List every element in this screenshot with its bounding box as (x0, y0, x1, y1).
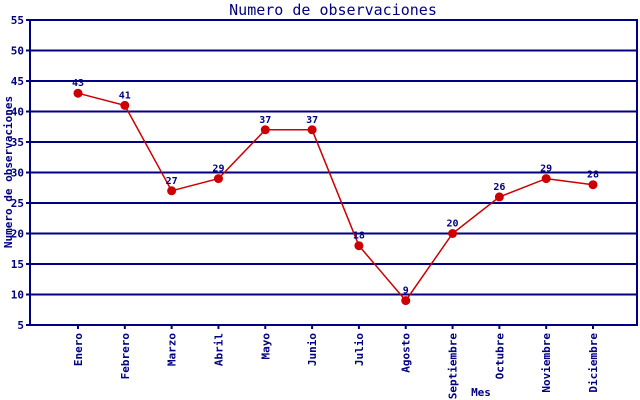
y-tick-labels: 5 10 15 20 25 30 35 40 45 50 55 (11, 14, 24, 332)
data-point-marzo (167, 186, 177, 196)
y-tick-label: 50 (11, 45, 24, 58)
data-point-value: 41 (119, 90, 131, 101)
x-tick-labels: Enero Febrero Marzo Abril Mayo Junio Julio Agos… (72, 333, 600, 400)
data-point-value: 29 (212, 164, 224, 175)
x-tick-label-febrero: Febrero (119, 333, 132, 380)
x-axis-title: Mes (471, 386, 491, 399)
y-tick-label: 20 (11, 228, 24, 241)
data-point-noviembre (541, 174, 551, 184)
y-tick-label: 10 (11, 289, 24, 302)
data-series-line (77, 92, 594, 302)
data-point-value: 37 (259, 115, 271, 126)
data-point-value: 28 (587, 170, 599, 181)
x-tick-label-abril: Abril (212, 333, 225, 366)
gridlines (30, 49, 637, 296)
data-point-value: 18 (353, 231, 365, 242)
data-point-value: 43 (72, 78, 84, 89)
y-tick-label: 45 (11, 75, 24, 88)
series-polyline (77, 92, 594, 302)
axis-ticks (26, 19, 594, 329)
data-point-value: 27 (166, 176, 178, 187)
x-tick-label-agosto: Agosto (400, 333, 413, 373)
y-tick-label: 25 (11, 197, 24, 210)
x-tick-label-marzo: Marzo (166, 333, 179, 366)
y-tick-label: 30 (11, 167, 24, 180)
data-point-value: 37 (306, 115, 318, 126)
data-point-junio (307, 125, 317, 135)
data-point-value: 26 (493, 182, 505, 193)
data-point-enero (73, 88, 83, 98)
chart-title: Numero de observaciones (229, 1, 437, 19)
data-point-value: 9 (403, 286, 409, 297)
x-tick-label-mayo: Mayo (259, 333, 272, 360)
x-tick-label-noviembre: Noviembre (540, 333, 553, 393)
data-point-value: 20 (447, 219, 459, 230)
x-tick-label-septiembre: Septiembre (447, 333, 460, 400)
data-point-febrero (120, 100, 130, 110)
data-point-mayo (260, 125, 270, 135)
data-point-octubre (494, 192, 504, 202)
data-point-agosto (401, 296, 411, 306)
data-point-labels: 43 41 27 29 37 37 18 9 20 26 29 28 (72, 78, 599, 296)
y-tick-label: 15 (11, 258, 24, 271)
y-tick-label: 55 (11, 14, 24, 27)
x-tick-label-junio: Junio (306, 333, 319, 366)
y-tick-label: 40 (11, 106, 24, 119)
x-tick-label-octubre: Octubre (493, 333, 506, 380)
data-point-diciembre (588, 180, 598, 190)
data-point-abril (213, 174, 223, 184)
x-tick-label-diciembre: Diciembre (587, 333, 600, 393)
y-tick-label: 35 (11, 136, 24, 149)
data-point-markers (73, 88, 598, 306)
x-tick-label-julio: Julio (353, 333, 366, 366)
data-point-value: 29 (540, 164, 552, 175)
data-point-julio (354, 241, 364, 251)
y-tick-label: 5 (17, 319, 24, 332)
x-tick-label-enero: Enero (72, 333, 85, 366)
data-point-septiembre (448, 229, 458, 238)
y-axis-title: Numero de observaciones (2, 96, 15, 248)
